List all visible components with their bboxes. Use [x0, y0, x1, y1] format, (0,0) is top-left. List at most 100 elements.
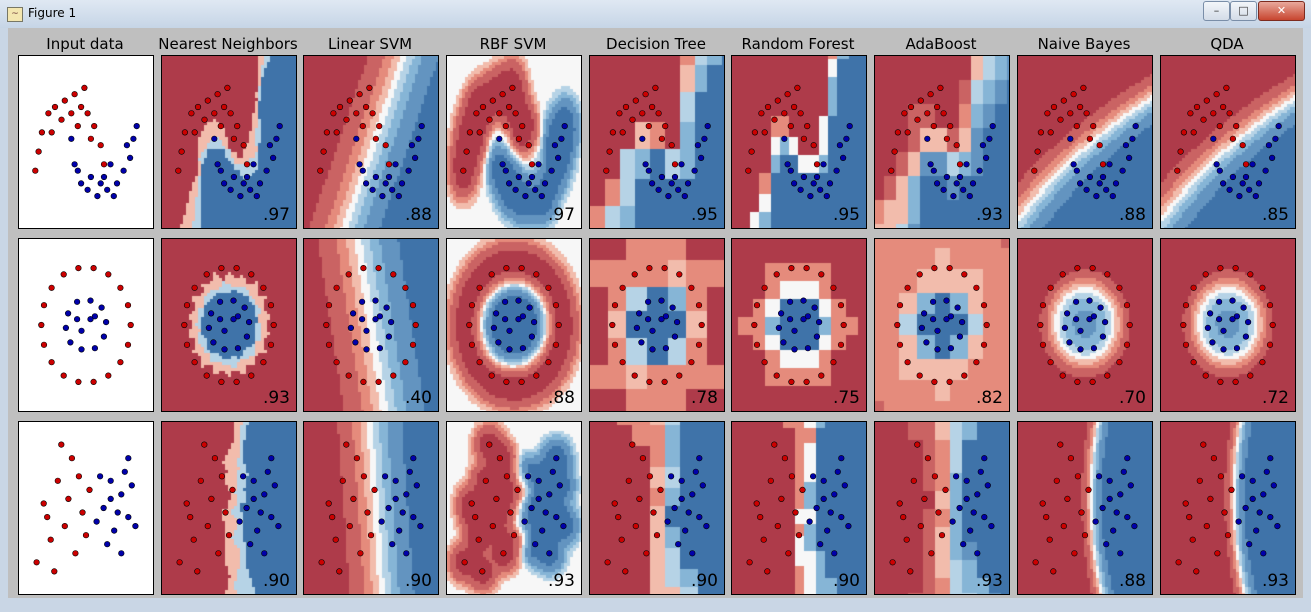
red-point [461, 559, 468, 566]
red-point [771, 116, 778, 123]
red-point [51, 103, 59, 111]
accuracy-score: .40 [404, 388, 432, 408]
blue-point [984, 482, 991, 489]
blue-point [363, 346, 370, 353]
red-point [35, 148, 42, 155]
red-point [359, 122, 366, 130]
red-point [224, 84, 231, 92]
blue-point [667, 473, 675, 480]
red-point [86, 486, 93, 493]
red-point [758, 110, 765, 117]
red-point [900, 513, 907, 521]
red-point [1247, 372, 1254, 379]
red-point [473, 110, 480, 117]
blue-point [1083, 186, 1090, 193]
blue-point [918, 324, 926, 331]
blue-point [526, 304, 533, 311]
red-point [230, 135, 237, 142]
blue-point [1099, 333, 1106, 340]
blue-point [817, 541, 824, 548]
red-point [917, 97, 924, 104]
blue-point [1275, 122, 1282, 130]
red-point [1043, 513, 1050, 521]
red-point [190, 536, 197, 543]
blue-point [1242, 173, 1250, 181]
red-point [1089, 378, 1096, 385]
red-point [661, 378, 668, 385]
red-point [631, 372, 638, 379]
red-point [488, 372, 495, 379]
red-point [533, 372, 540, 379]
red-point [774, 522, 781, 530]
red-point [1031, 167, 1038, 174]
blue-point [399, 509, 406, 516]
red-point [364, 509, 371, 516]
accuracy-score: .78 [690, 388, 718, 408]
blue-point [411, 154, 419, 161]
blue-point [492, 310, 500, 317]
red-point [58, 116, 65, 123]
red-point [222, 509, 229, 516]
blue-point [678, 161, 685, 168]
red-point [330, 110, 337, 117]
blue-point [969, 180, 977, 187]
blue-point [254, 527, 261, 534]
blue-point [1270, 482, 1277, 489]
red-point [51, 568, 58, 575]
red-point [973, 359, 980, 366]
blue-point [658, 316, 665, 323]
red-point [1259, 359, 1266, 366]
red-point [188, 110, 195, 117]
red-point [503, 473, 511, 480]
red-point [889, 559, 896, 566]
blue-point [102, 318, 110, 326]
red-point [367, 532, 375, 539]
blue-point [787, 167, 794, 174]
red-point [346, 522, 353, 530]
red-point [910, 477, 917, 484]
blue-point [211, 135, 218, 142]
blue-point [800, 297, 807, 304]
red-point [622, 103, 630, 111]
red-point [764, 568, 771, 575]
blue-point [230, 173, 237, 181]
red-point [38, 321, 45, 329]
blue-point [1066, 339, 1073, 346]
red-point [496, 455, 504, 462]
red-point [460, 167, 467, 174]
blue-point [1262, 167, 1269, 174]
maximize-button[interactable]: □ [1230, 1, 1257, 21]
minimize-button[interactable]: – [1203, 1, 1230, 21]
blue-point [205, 324, 213, 331]
red-point [475, 536, 482, 543]
column-title: Nearest Neighbors [158, 35, 298, 53]
blue-point [777, 310, 785, 317]
blue-point [207, 310, 215, 317]
red-point [38, 129, 46, 136]
blue-point [506, 346, 513, 353]
red-point [320, 148, 327, 155]
blue-point [981, 455, 988, 462]
blue-point [703, 522, 710, 530]
red-point [632, 97, 639, 104]
blue-point [701, 135, 708, 142]
red-point [267, 302, 275, 309]
blue-point [532, 186, 539, 193]
close-button[interactable]: ✕ [1258, 1, 1305, 21]
red-point [837, 341, 845, 348]
blue-point [1086, 316, 1093, 323]
blue-point [1092, 518, 1099, 525]
red-point [818, 271, 825, 278]
blue-point [1240, 304, 1247, 311]
blue-point [682, 527, 689, 534]
red-point [215, 550, 222, 557]
blue-point [831, 491, 838, 498]
red-point [1116, 284, 1123, 291]
red-point [323, 321, 330, 329]
red-point [1229, 135, 1236, 142]
red-point [1232, 265, 1239, 272]
red-point [533, 271, 540, 278]
red-point [1057, 116, 1064, 123]
red-point [181, 321, 188, 329]
blue-point [953, 180, 960, 187]
